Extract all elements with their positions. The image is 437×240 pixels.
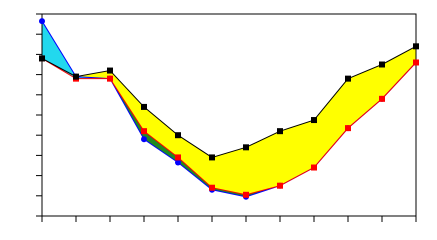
marker (141, 103, 147, 110)
fill-area (144, 131, 178, 163)
fill-area (246, 131, 280, 195)
marker (73, 73, 79, 80)
marker (39, 55, 45, 62)
fill-area (314, 78, 348, 168)
marker (345, 75, 351, 82)
marker (107, 75, 113, 82)
marker (413, 43, 419, 50)
fill-area (348, 64, 382, 129)
marker (379, 61, 385, 68)
marker (175, 159, 181, 166)
fill-area (382, 46, 416, 99)
marker (209, 184, 215, 191)
fill-area (110, 70, 144, 132)
marker (243, 191, 249, 198)
series-line (41, 45, 417, 158)
fill-area (144, 106, 178, 158)
marker (141, 128, 147, 135)
marker (413, 59, 419, 66)
marker (379, 95, 385, 102)
marker (277, 128, 283, 135)
marker (39, 18, 45, 25)
marker (311, 117, 317, 124)
marker (243, 144, 249, 151)
fill-area (280, 120, 314, 186)
marker (175, 132, 181, 139)
series-line (41, 58, 417, 196)
marker (209, 154, 215, 161)
fill-area (178, 135, 212, 188)
marker (277, 182, 283, 189)
marker (311, 164, 317, 171)
marker (107, 67, 113, 74)
marker (141, 136, 147, 143)
marker (345, 125, 351, 132)
marker (175, 154, 181, 161)
fill-area (212, 147, 246, 195)
